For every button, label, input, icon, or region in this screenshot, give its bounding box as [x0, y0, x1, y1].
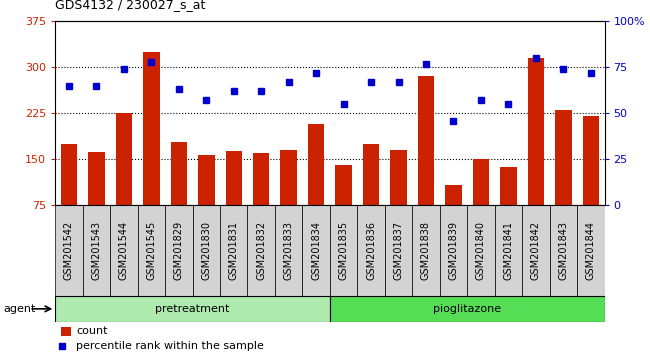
- Bar: [495, 205, 522, 296]
- Text: GSM201842: GSM201842: [531, 221, 541, 280]
- Text: agent: agent: [3, 304, 36, 314]
- Bar: [330, 296, 604, 322]
- Bar: [111, 205, 138, 296]
- Bar: [88, 152, 105, 251]
- Bar: [55, 296, 330, 322]
- Bar: [226, 151, 242, 251]
- Text: GSM201840: GSM201840: [476, 221, 486, 280]
- Bar: [330, 205, 358, 296]
- Text: GSM201839: GSM201839: [448, 221, 458, 280]
- Bar: [439, 205, 467, 296]
- Bar: [363, 144, 380, 251]
- Bar: [83, 205, 110, 296]
- Bar: [577, 205, 605, 296]
- Bar: [275, 205, 302, 296]
- Text: GSM201830: GSM201830: [202, 221, 211, 280]
- Bar: [473, 159, 489, 251]
- Text: GSM201832: GSM201832: [256, 221, 266, 280]
- Bar: [418, 76, 434, 251]
- Bar: [220, 205, 248, 296]
- Text: GSM201544: GSM201544: [119, 221, 129, 280]
- Bar: [143, 52, 160, 251]
- Text: GSM201543: GSM201543: [92, 221, 101, 280]
- Text: GSM201831: GSM201831: [229, 221, 239, 280]
- Text: pioglitazone: pioglitazone: [433, 304, 501, 314]
- Text: GSM201837: GSM201837: [393, 221, 404, 280]
- Bar: [198, 155, 214, 251]
- Text: GSM201841: GSM201841: [503, 221, 514, 280]
- Bar: [248, 205, 275, 296]
- Text: GDS4132 / 230027_s_at: GDS4132 / 230027_s_at: [55, 0, 205, 11]
- Bar: [385, 205, 412, 296]
- Bar: [445, 185, 462, 251]
- Bar: [116, 113, 132, 251]
- Bar: [390, 150, 407, 251]
- Bar: [308, 124, 324, 251]
- Text: GSM201844: GSM201844: [586, 221, 596, 280]
- Bar: [138, 205, 165, 296]
- Bar: [412, 205, 439, 296]
- Bar: [60, 326, 71, 336]
- Text: GSM201834: GSM201834: [311, 221, 321, 280]
- Bar: [522, 205, 550, 296]
- Bar: [335, 165, 352, 251]
- Bar: [192, 205, 220, 296]
- Bar: [60, 144, 77, 251]
- Bar: [165, 205, 192, 296]
- Text: GSM201836: GSM201836: [366, 221, 376, 280]
- Bar: [467, 205, 495, 296]
- Text: percentile rank within the sample: percentile rank within the sample: [76, 341, 264, 351]
- Bar: [253, 153, 270, 251]
- Text: GSM201838: GSM201838: [421, 221, 431, 280]
- Bar: [55, 205, 83, 296]
- Text: GSM201843: GSM201843: [558, 221, 568, 280]
- Bar: [582, 116, 599, 251]
- Text: GSM201835: GSM201835: [339, 221, 348, 280]
- Text: GSM201833: GSM201833: [283, 221, 294, 280]
- Bar: [500, 167, 517, 251]
- Text: GSM201542: GSM201542: [64, 221, 74, 280]
- Bar: [555, 110, 571, 251]
- Bar: [302, 205, 330, 296]
- Bar: [170, 142, 187, 251]
- Text: GSM201829: GSM201829: [174, 221, 184, 280]
- Text: pretreatment: pretreatment: [155, 304, 229, 314]
- Bar: [550, 205, 577, 296]
- Text: count: count: [76, 326, 108, 336]
- Text: GSM201545: GSM201545: [146, 221, 157, 280]
- Bar: [358, 205, 385, 296]
- Bar: [280, 150, 297, 251]
- Bar: [528, 58, 544, 251]
